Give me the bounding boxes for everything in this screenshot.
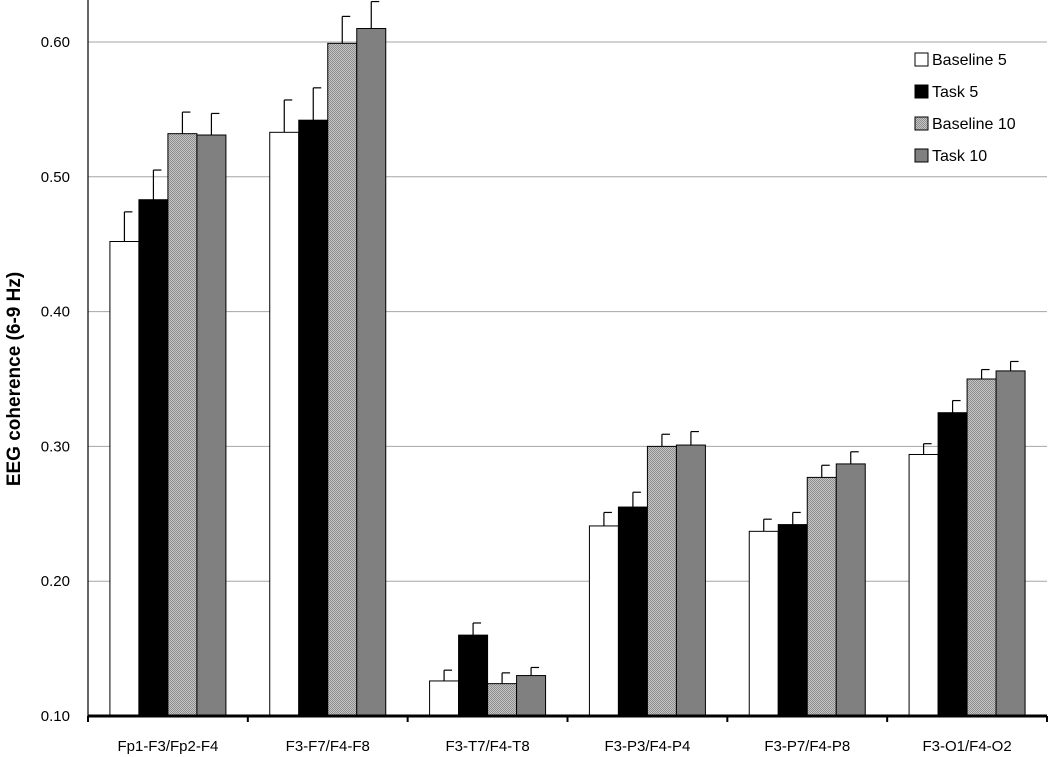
- bar: [646, 445, 677, 717]
- axes: 0.10 0.20 0.30 0.40 0.50 0.60 Fp1-F3/Fp2-F4 F3-…: [41, 0, 1048, 755]
- bar: [167, 133, 198, 717]
- y-tick-label: 0.30: [41, 438, 70, 455]
- x-tick-label: F3-P3/F4-P4: [604, 738, 690, 755]
- x-tick-label: F3-P7/F4-P8: [764, 738, 850, 755]
- legend-swatch: [914, 148, 929, 163]
- y-tick-label: 0.40: [41, 304, 70, 321]
- bar: [138, 199, 169, 717]
- bar: [487, 683, 518, 717]
- x-tick-label: F3-O1/F4-O2: [922, 738, 1011, 755]
- bar: [966, 378, 997, 717]
- bar: [516, 675, 547, 717]
- bar: [109, 241, 140, 717]
- legend-label: Task 10: [932, 148, 987, 165]
- bar: [995, 370, 1026, 717]
- x-tick-label: F3-T7/F4-T8: [445, 738, 529, 755]
- bar: [429, 680, 460, 717]
- legend-swatch: [914, 84, 929, 99]
- bar: [617, 506, 648, 717]
- legend: Baseline 5 Task 5 Baseline 10 Task 10: [914, 52, 1016, 165]
- bar: [806, 476, 837, 717]
- bar: [196, 134, 227, 717]
- bar: [748, 530, 779, 717]
- x-tick-label: F3-F7/F4-F8: [286, 738, 370, 755]
- x-tick-label: Fp1-F3/Fp2-F4: [117, 738, 218, 755]
- bar: [937, 412, 968, 717]
- gridlines: [88, 41, 1047, 582]
- bar: [458, 634, 489, 717]
- bar: [327, 42, 358, 717]
- bar: [777, 524, 808, 717]
- y-tick-label: 0.10: [41, 708, 70, 725]
- y-tick-label: 0.20: [41, 573, 70, 590]
- bar: [269, 131, 300, 717]
- bar: [356, 28, 387, 717]
- y-tick-label: 0.60: [41, 34, 70, 51]
- y-tick-label: 0.50: [41, 169, 70, 186]
- bar: [588, 525, 619, 717]
- bar: [675, 444, 706, 717]
- bar: [908, 453, 939, 717]
- y-axis-title: EEG coherence (6-9 Hz): [4, 272, 25, 486]
- legend-label: Task 5: [932, 84, 978, 101]
- legend-label: Baseline 5: [932, 52, 1007, 69]
- legend-label: Baseline 10: [932, 116, 1016, 133]
- bar: [298, 119, 329, 717]
- bars: [109, 0, 1026, 717]
- legend-swatch: [914, 52, 929, 67]
- bar: [835, 463, 866, 717]
- legend-swatch: [914, 116, 929, 131]
